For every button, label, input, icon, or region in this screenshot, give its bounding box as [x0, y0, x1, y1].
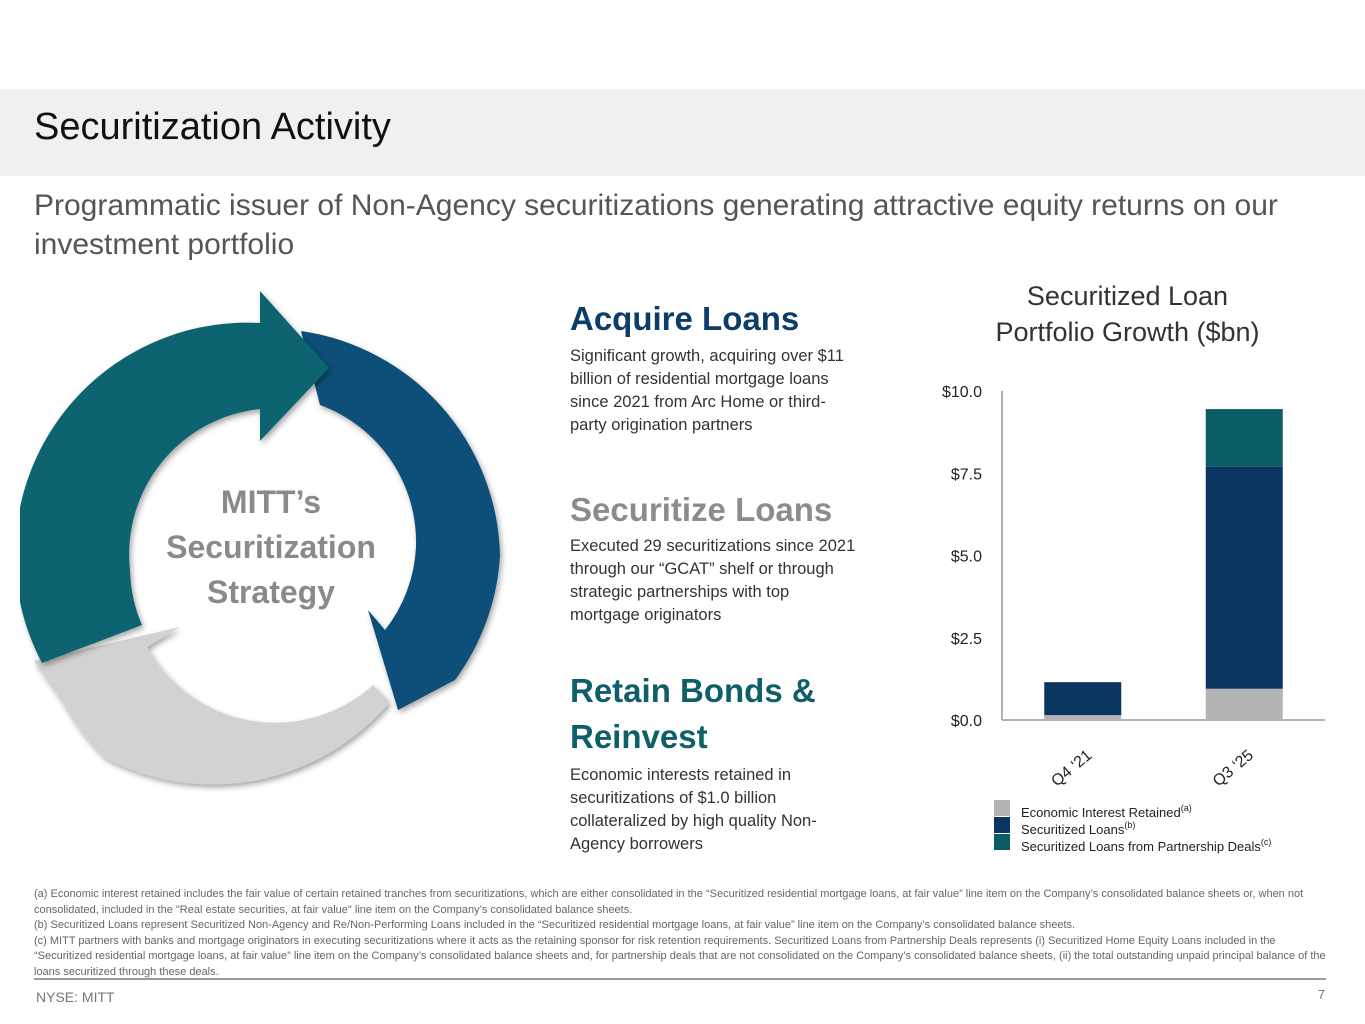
step-retain-heading-line2: Reinvest [570, 718, 708, 755]
footnote-a: (a) Economic interest retained includes … [34, 888, 1304, 916]
cycle-arrow-teal [20, 291, 329, 663]
step-acquire-heading: Acquire Loans [570, 300, 800, 337]
legend-label: Securitized Loans [1021, 822, 1125, 837]
y-tick-label: $0.0 [951, 713, 982, 730]
bar-segment [1205, 466, 1283, 689]
page-subtitle: Programmatic issuer of Non-Agency securi… [34, 189, 1278, 261]
step-securitize-heading: Securitize Loans [570, 491, 833, 528]
legend-item: Economic Interest Retained(a) [994, 800, 1271, 820]
y-tick-label: $2.5 [951, 631, 982, 648]
bar-segment [1205, 409, 1283, 467]
chart-legend: Economic Interest Retained(a) Securitized… [994, 800, 1272, 854]
bar-segment [1205, 688, 1283, 720]
legend-item: Securitized Loans(b) [994, 817, 1271, 837]
step-retain-heading-line1: Retain Bonds & [570, 672, 816, 709]
footnote-c: (c) MITT partners with banks and mortgag… [34, 934, 1326, 978]
legend-label: Securitized Loans from Partnership Deals [1021, 839, 1261, 854]
chart-title: Securitized Loan Portfolio Growth ($bn) [955, 278, 1300, 350]
footnote-b: (b) Securitized Loans represent Securiti… [34, 919, 1076, 931]
chart-title-line2: Portfolio Growth ($bn) [995, 317, 1260, 347]
legend-label: Economic Interest Retained [1021, 805, 1181, 820]
step-securitize-text: Executed 29 securitizations since 2021 t… [570, 537, 856, 624]
page-number: 7 [1317, 987, 1325, 1002]
footer-ticker: NYSE: MITT [36, 989, 115, 1005]
cycle-label-line1: MITT’s [220, 484, 322, 520]
y-tick-label: $10.0 [942, 384, 982, 401]
legend-footnote-marker: (b) [1124, 820, 1136, 830]
step-retain-text: Economic interests retained in securitiz… [570, 766, 817, 853]
step-acquire-text: Significant growth, acquiring over $11 b… [570, 347, 844, 434]
cycle-label-line2: Securitization [166, 529, 376, 565]
bar-segment [1044, 715, 1122, 720]
y-tick-label: $5.0 [951, 549, 982, 566]
footer-divider [34, 978, 1326, 980]
cycle-arrow-gray [34, 627, 390, 785]
legend-item: Securitized Loans from Partnership Deals… [994, 834, 1272, 854]
legend-swatch [994, 817, 1010, 833]
title-bar [0, 89, 1365, 176]
bar-segment [1044, 682, 1122, 716]
cycle-center-label: MITT’s Securitization Strategy [141, 480, 401, 615]
x-tick-label: Q3 ‘25 [1210, 747, 1257, 790]
cycle-arrow-navy [301, 331, 500, 710]
legend-swatch [994, 800, 1010, 816]
footnotes: (a) Economic interest retained includes … [34, 887, 1329, 980]
securitized-loan-chart: $0.0 $2.5 $5.0 $7.5 $10.0 Q4 ‘21 Q3 ‘25 [942, 384, 1325, 790]
chart-title-line1: Securitized Loan [1026, 281, 1229, 311]
cycle-label-line3: Strategy [206, 574, 336, 610]
page-title: Securitization Activity [34, 106, 391, 148]
legend-footnote-marker: (c) [1260, 837, 1272, 847]
legend-swatch [994, 834, 1010, 850]
x-tick-label: Q4 ‘21 [1048, 747, 1095, 790]
step-retain-heading: Retain Bonds & Reinvest [570, 668, 816, 760]
legend-footnote-marker: (a) [1180, 803, 1192, 813]
securitization-cycle-diagram [20, 291, 500, 785]
y-tick-label: $7.5 [951, 466, 982, 483]
